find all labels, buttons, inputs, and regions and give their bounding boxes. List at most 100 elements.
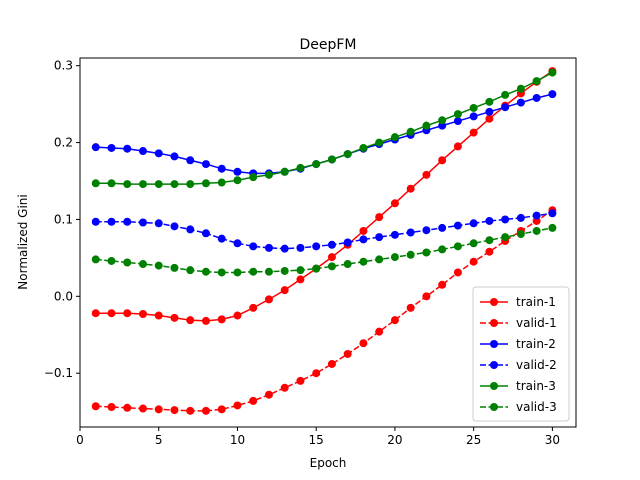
data-point <box>107 179 116 188</box>
data-point <box>501 103 510 112</box>
data-point <box>201 179 210 188</box>
data-point <box>107 256 116 265</box>
data-point <box>138 404 147 413</box>
data-point <box>501 215 510 224</box>
legend: train-1 valid-1 train-2 valid-2 train-3 valid… <box>472 286 570 422</box>
x-tick-label: 0 <box>76 433 84 447</box>
series-line <box>95 212 553 250</box>
axes-frame <box>79 57 577 428</box>
data-point <box>532 77 541 86</box>
data-point <box>375 255 384 264</box>
data-point <box>501 90 510 99</box>
data-point <box>406 250 415 259</box>
legend-item-train-3: train-3 <box>480 379 556 393</box>
data-point <box>453 142 462 151</box>
data-point <box>170 222 179 231</box>
data-point <box>406 184 415 193</box>
data-point <box>359 257 368 266</box>
data-point <box>548 68 557 77</box>
data-point <box>138 309 147 318</box>
data-point <box>422 248 431 257</box>
data-point <box>264 243 273 252</box>
data-point <box>138 180 147 189</box>
data-point <box>91 255 100 264</box>
chart-title: DeepFM <box>299 37 356 53</box>
data-point <box>217 178 226 187</box>
legend-label: train-1 <box>516 295 556 309</box>
data-point <box>359 143 368 152</box>
data-point <box>327 262 336 271</box>
legend-label: valid-3 <box>516 400 557 414</box>
data-point <box>469 103 478 112</box>
data-point <box>327 359 336 368</box>
data-point <box>186 180 195 189</box>
data-point <box>201 267 210 276</box>
x-tick-label: 20 <box>387 433 402 447</box>
data-point <box>327 240 336 249</box>
data-point <box>532 226 541 235</box>
data-point <box>438 116 447 125</box>
legend-item-train-1: train-1 <box>480 295 556 309</box>
data-point <box>296 376 305 385</box>
data-point <box>154 219 163 228</box>
data-point <box>201 316 210 325</box>
data-point <box>186 316 195 325</box>
y-tick-label: 0.1 <box>54 212 73 226</box>
series-train-3 <box>91 68 557 189</box>
data-point <box>390 199 399 208</box>
data-point <box>438 223 447 232</box>
legend-label: train-2 <box>516 337 556 351</box>
data-point <box>469 128 478 137</box>
data-point <box>249 242 258 251</box>
data-point <box>406 303 415 312</box>
data-point <box>170 313 179 322</box>
data-point <box>453 242 462 251</box>
data-point <box>217 268 226 277</box>
legend-label: valid-1 <box>516 316 557 330</box>
data-point <box>186 266 195 275</box>
legend-marker <box>490 382 498 390</box>
data-point <box>280 167 289 176</box>
data-point <box>343 260 352 269</box>
data-point <box>422 292 431 301</box>
data-point <box>485 236 494 245</box>
legend-item-train-2: train-2 <box>480 337 556 351</box>
y-axis: −0.1 0.0 0.1 0.2 0.3 <box>44 59 80 380</box>
data-point <box>296 275 305 284</box>
plot-area <box>91 67 557 415</box>
data-point <box>453 268 462 277</box>
data-point <box>217 164 226 173</box>
series-train-1 <box>91 67 557 325</box>
data-point <box>422 121 431 130</box>
data-point <box>233 401 242 410</box>
data-point <box>123 309 132 318</box>
data-point <box>359 226 368 235</box>
legend-item-valid-1: valid-1 <box>480 316 557 330</box>
data-point <box>280 286 289 295</box>
legend-marker <box>490 403 498 411</box>
data-point <box>327 253 336 262</box>
data-point <box>438 245 447 254</box>
x-axis-label: Epoch <box>310 456 347 470</box>
data-point <box>453 110 462 119</box>
data-point <box>501 233 510 242</box>
y-tick-label: 0.3 <box>54 59 73 73</box>
data-point <box>390 316 399 325</box>
data-point <box>453 221 462 230</box>
data-point <box>406 127 415 136</box>
data-point <box>186 406 195 415</box>
data-point <box>91 179 100 188</box>
data-point <box>123 403 132 412</box>
y-tick-label: −0.1 <box>44 366 73 380</box>
data-point <box>217 405 226 414</box>
data-point <box>170 406 179 415</box>
data-point <box>280 383 289 392</box>
data-point <box>375 213 384 222</box>
data-point <box>485 114 494 123</box>
data-point <box>422 170 431 179</box>
data-point <box>249 396 258 405</box>
data-point <box>91 217 100 226</box>
series-line <box>95 227 553 274</box>
data-point <box>453 117 462 126</box>
